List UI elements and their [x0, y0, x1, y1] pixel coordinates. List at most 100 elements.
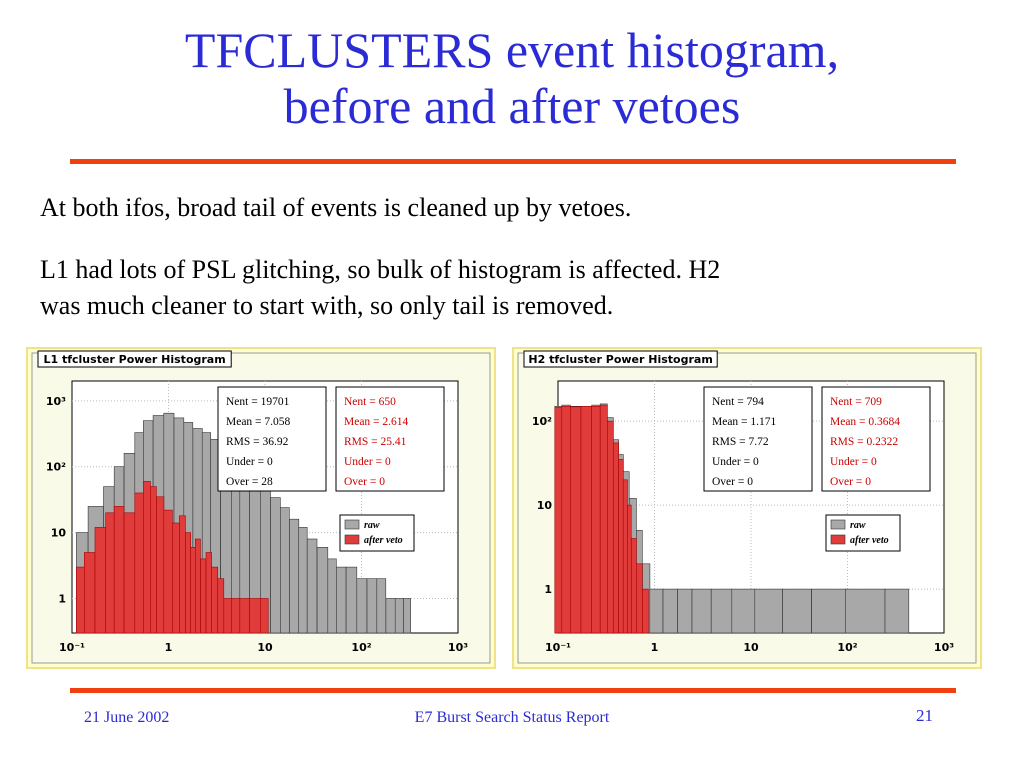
stats-line: RMS = 0.2322 — [830, 436, 898, 448]
raw-series-bar — [403, 598, 412, 634]
raw-series-bar — [710, 588, 733, 634]
veto-series-bar — [249, 598, 261, 634]
legend-label: raw — [364, 520, 380, 531]
veto-series-bar — [580, 405, 592, 634]
veto-series-bar — [150, 486, 157, 634]
chart-title-box — [523, 350, 718, 368]
y-tick-label: 10² — [46, 461, 66, 474]
raw-series-bar — [289, 518, 300, 634]
stats-box-raw: Nent = 794 Mean = 1.171 RMS = 7.72 Under = … — [703, 386, 813, 492]
raw-series-bar — [376, 578, 387, 634]
raw-series-bar — [677, 588, 693, 634]
raw-series-bar — [316, 547, 329, 634]
raw-series-bar — [662, 588, 678, 634]
stats-box-frame — [703, 386, 813, 492]
legend-label: after veto — [850, 535, 889, 546]
y-tick-label: 1 — [58, 593, 66, 606]
stats-box-veto: Nent = 709 Mean = 0.3684 RMS = 0.2322 Under… — [821, 386, 931, 492]
legend-label: raw — [850, 520, 866, 531]
veto-series-bar — [561, 405, 571, 634]
legend-swatch — [344, 534, 360, 545]
legend-swatch — [830, 534, 846, 545]
h2-histogram-svg: 10⁻¹ 1 10 10² 10³ 1 10 10² H2 tfcluster Power Hi… — [512, 347, 982, 669]
legend-swatch — [344, 519, 360, 530]
stats-line: Under = 0 — [226, 456, 273, 468]
stats-box-raw: Nent = 19701 Mean = 7.058 RMS = 36.92 Under… — [217, 386, 327, 492]
stats-line: Nent = 709 — [830, 396, 882, 408]
raw-series-bar — [306, 538, 318, 634]
stats-line: Nent = 650 — [344, 396, 396, 408]
veto-series-bar — [123, 512, 136, 634]
veto-series-bar — [205, 552, 212, 634]
stats-line: Nent = 794 — [712, 396, 764, 408]
stats-line: Mean = 0.3684 — [830, 416, 900, 428]
veto-series-bar — [599, 404, 608, 634]
stats-box-veto: Nent = 650 Mean = 2.614 RMS = 25.41 Under =… — [335, 386, 445, 492]
raw-series-bar — [280, 507, 290, 634]
stats-line: Under = 0 — [712, 456, 759, 468]
stats-line: Over = 28 — [226, 476, 273, 488]
raw-series-bar — [335, 566, 347, 634]
x-tick-label: 10⁻¹ — [545, 641, 571, 654]
stats-line: Under = 0 — [344, 456, 391, 468]
page-number: 21 — [916, 706, 933, 725]
footer-rule — [70, 688, 956, 693]
x-tick-label: 10 — [743, 641, 759, 654]
veto-series-bar — [190, 547, 196, 634]
veto-series-bar — [134, 492, 144, 634]
veto-series-bar — [642, 588, 649, 634]
x-tick-label: 10⁻¹ — [59, 641, 85, 654]
veto-series-bar — [163, 509, 173, 634]
veto-series-bar — [200, 558, 207, 634]
raw-series-bar — [844, 588, 886, 634]
veto-series-bar — [591, 405, 601, 634]
paragraph-2-line-2: was much cleaner to start with, so only … — [40, 291, 614, 320]
stats-line: RMS = 7.72 — [712, 436, 769, 448]
legend-label: after veto — [364, 535, 403, 546]
y-tick-label: 10 — [537, 499, 553, 512]
raw-series-bar — [385, 598, 396, 634]
stats-box-frame — [821, 386, 931, 492]
veto-series-bar — [554, 407, 563, 634]
veto-series-bar — [143, 481, 151, 634]
legend-swatch — [830, 519, 846, 530]
raw-series-bar — [298, 527, 308, 634]
veto-series-bar — [613, 442, 619, 634]
stats-line: Nent = 19701 — [226, 396, 290, 408]
raw-series-bar — [394, 598, 405, 634]
veto-series-bar — [185, 532, 191, 634]
y-tick-label: 1 — [544, 583, 552, 596]
veto-series-bar — [607, 420, 614, 634]
stats-box-frame — [217, 386, 327, 492]
raw-series-bar — [884, 588, 910, 634]
veto-series-bar — [627, 504, 632, 634]
footer-date: 21 June 2002 — [84, 709, 170, 726]
veto-series-bar — [156, 496, 165, 634]
veto-series-bar — [231, 598, 241, 634]
l1-histogram-svg: 10⁻¹ 1 10 10² 10³ 1 10 10² 10³ L1 tfcluster Power… — [26, 347, 496, 669]
chart-title: L1 tfcluster Power Histogram — [43, 353, 225, 366]
x-tick-label: 1 — [651, 641, 659, 654]
veto-series-bar — [239, 598, 250, 634]
y-tick-label: 10³ — [46, 395, 66, 408]
raw-series-bar — [649, 588, 664, 634]
raw-series-bar — [754, 588, 783, 634]
veto-series-bar — [622, 479, 628, 634]
veto-series-bar — [83, 552, 96, 634]
veto-series-bar — [223, 598, 232, 634]
veto-series-bar — [631, 538, 637, 634]
stats-box-frame — [335, 386, 445, 492]
x-tick-label: 10³ — [934, 641, 954, 654]
stats-line: Over = 0 — [344, 476, 385, 488]
paragraph-2: L1 had lots of PSL glitching, so bulk of… — [40, 252, 1000, 324]
veto-series-bar — [618, 459, 624, 634]
veto-series-bar — [260, 598, 269, 634]
title-rule — [70, 159, 956, 164]
h2-histogram-panel: 10⁻¹ 1 10 10² 10³ 1 10 10² H2 tfcluster Power Hi… — [512, 347, 982, 669]
stats-line: Under = 0 — [830, 456, 877, 468]
slide-title: TFCLUSTERS event histogram, before and a… — [0, 22, 1024, 134]
stats-line: Over = 0 — [712, 476, 753, 488]
x-tick-label: 10³ — [448, 641, 468, 654]
raw-series-bar — [345, 566, 358, 634]
x-tick-label: 10² — [837, 641, 857, 654]
